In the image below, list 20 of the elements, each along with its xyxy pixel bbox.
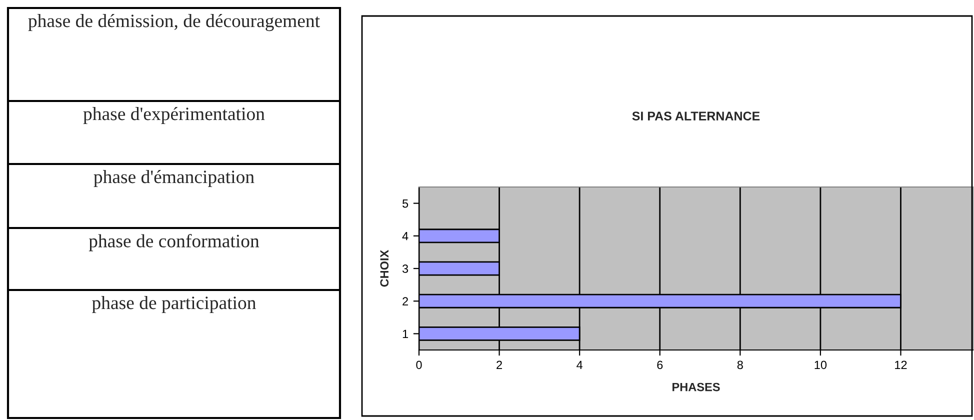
text: phase d'expérimentation [83, 107, 265, 124]
y-tick-label: 2 [402, 297, 408, 306]
x-tick-label: 10 [814, 360, 827, 370]
y-tick-label: 5 [402, 199, 408, 208]
x-tick-label: 8 [737, 360, 743, 370]
text: phase de conformation [88, 234, 260, 252]
y-tick-label: 4 [402, 232, 408, 240]
x-tick-label: 4 [576, 360, 583, 369]
x-tick-label: 0 [416, 360, 422, 370]
x-axis-title: PHASES [672, 382, 720, 392]
text: phase de démission, de découragement [28, 14, 320, 32]
y-axis-title: CHOIX [380, 250, 389, 287]
text: phase d'émancipation [94, 170, 254, 188]
y-tick-label: 3 [402, 264, 408, 273]
y-tick-label: 1 [402, 330, 408, 338]
x-tick-label: 12 [895, 360, 907, 369]
x-tick-label: 6 [657, 360, 663, 370]
chart-title: SI PAS ALTERNANCE [632, 112, 760, 120]
text: phase de participation [92, 296, 256, 314]
x-tick-label: 2 [496, 360, 502, 369]
